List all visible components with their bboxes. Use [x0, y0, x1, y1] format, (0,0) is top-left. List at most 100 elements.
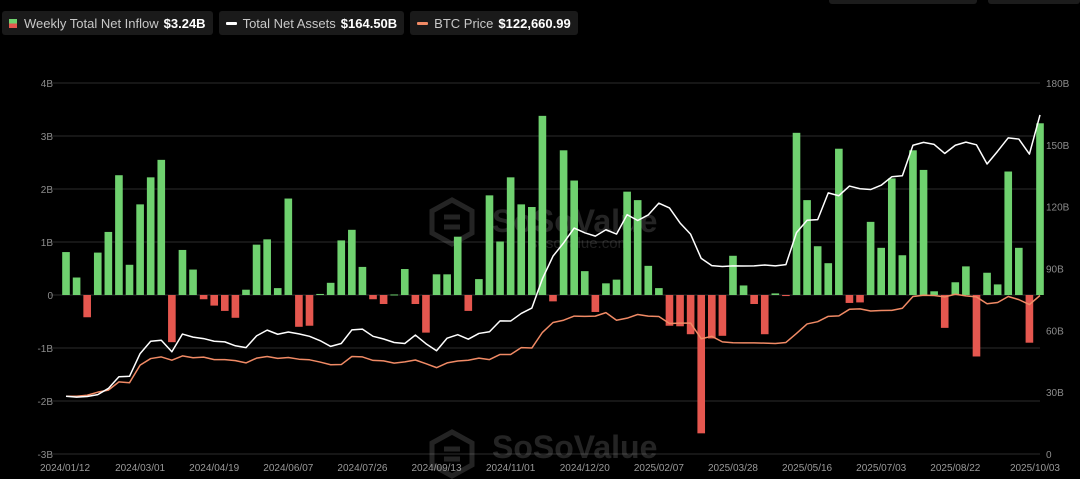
inflow-bar[interactable] — [400, 269, 409, 295]
inflow-bar[interactable] — [771, 293, 780, 295]
inflow-bar[interactable] — [707, 295, 716, 339]
inflow-bar[interactable] — [199, 295, 208, 300]
inflow-bar[interactable] — [887, 178, 896, 295]
top-toolbar-control[interactable] — [829, 0, 977, 4]
inflow-bar[interactable] — [496, 241, 504, 295]
inflow-bar[interactable] — [866, 221, 875, 295]
inflow-bar[interactable] — [115, 175, 123, 295]
inflow-bar[interactable] — [453, 236, 462, 295]
inflow-bar[interactable] — [718, 295, 727, 336]
inflow-bar[interactable] — [782, 295, 790, 297]
inflow-bar[interactable] — [697, 295, 706, 434]
inflow-bar[interactable] — [146, 177, 155, 295]
inflow-bar[interactable] — [369, 295, 377, 300]
inflow-bar[interactable] — [326, 282, 335, 295]
inflow-bar[interactable] — [951, 282, 960, 295]
inflow-bar[interactable] — [612, 279, 621, 295]
inflow-bar[interactable] — [411, 295, 420, 305]
inflow-bar[interactable] — [263, 239, 271, 295]
inflow-bar[interactable] — [993, 284, 1002, 295]
inflow-bar[interactable] — [845, 295, 854, 303]
inflow-bar[interactable] — [983, 272, 991, 295]
inflow-bar[interactable] — [485, 195, 494, 295]
top-toolbar-control[interactable] — [988, 0, 1080, 4]
inflow-bar[interactable] — [125, 264, 134, 295]
inflow-bar[interactable] — [358, 266, 367, 295]
btc-price-line[interactable] — [66, 293, 1041, 398]
inflow-bar[interactable] — [432, 274, 441, 295]
inflow-bar[interactable] — [570, 180, 578, 295]
inflow-bar[interactable] — [760, 295, 769, 335]
inflow-bar[interactable] — [252, 244, 261, 295]
legend-weekly-net-inflow[interactable]: Weekly Total Net Inflow $3.24B — [2, 11, 213, 35]
inflow-bar[interactable] — [528, 207, 536, 295]
inflow-bar[interactable] — [559, 150, 568, 295]
inflow-bar[interactable] — [686, 295, 695, 335]
inflow-bar[interactable] — [803, 200, 811, 295]
inflow-bar[interactable] — [856, 295, 864, 303]
inflow-bar[interactable] — [549, 295, 557, 302]
inflow-bar[interactable] — [1004, 171, 1013, 295]
inflow-bar[interactable] — [538, 115, 547, 295]
inflow-bar[interactable] — [348, 229, 356, 295]
inflow-bar[interactable] — [62, 252, 70, 295]
inflow-bar[interactable] — [506, 177, 515, 295]
inflow-bar[interactable] — [813, 246, 822, 295]
inflow-bar[interactable] — [284, 198, 293, 295]
inflow-bar[interactable] — [72, 277, 81, 295]
inflow-bar[interactable] — [475, 279, 483, 295]
inflow-bar[interactable] — [602, 283, 610, 295]
inflow-bar[interactable] — [157, 159, 166, 295]
inflow-bar[interactable] — [962, 266, 970, 295]
inflow-bar[interactable] — [824, 263, 833, 295]
inflow-bar[interactable] — [580, 271, 589, 295]
total-net-assets-line[interactable] — [65, 114, 1041, 398]
inflow-bar[interactable] — [644, 265, 653, 295]
inflow-bar[interactable] — [909, 150, 917, 295]
inflow-bar[interactable] — [729, 255, 737, 295]
inflow-bar[interactable] — [792, 132, 801, 295]
inflow-bar[interactable] — [930, 291, 938, 295]
inflow-bar[interactable] — [390, 294, 398, 296]
legend-btc-price[interactable]: BTC Price $122,660.99 — [410, 11, 578, 35]
inflow-bar[interactable] — [295, 295, 303, 327]
inflow-bar[interactable] — [178, 249, 187, 295]
inflow-bar[interactable] — [1025, 295, 1034, 343]
legend-total-net-assets[interactable]: Total Net Assets $164.50B — [218, 11, 405, 35]
inflow-bar[interactable] — [443, 274, 451, 295]
inflow-bar[interactable] — [422, 295, 430, 333]
inflow-bar[interactable] — [1015, 247, 1023, 295]
inflow-bar[interactable] — [242, 289, 250, 295]
inflow-bar[interactable] — [210, 295, 219, 306]
inflow-bar[interactable] — [633, 200, 642, 295]
inflow-bar[interactable] — [655, 288, 663, 295]
inflow-bar[interactable] — [739, 285, 748, 295]
inflow-bar[interactable] — [464, 295, 473, 311]
inflow-bar[interactable] — [1036, 123, 1044, 295]
inflow-bar[interactable] — [93, 252, 102, 295]
inflow-bar[interactable] — [337, 240, 346, 295]
inflow-bar[interactable] — [919, 169, 928, 295]
inflow-bar[interactable] — [972, 295, 981, 357]
inflow-bar[interactable] — [940, 295, 949, 328]
inflow-bar[interactable] — [104, 231, 113, 295]
inflow-bar[interactable] — [835, 148, 843, 295]
inflow-bar[interactable] — [379, 295, 388, 305]
inflow-bar[interactable] — [591, 295, 600, 312]
inflow-bar[interactable] — [676, 295, 684, 327]
inflow-bar[interactable] — [273, 288, 282, 295]
inflow-bar[interactable] — [231, 295, 240, 318]
inflow-bar[interactable] — [877, 247, 885, 295]
inflow-bar[interactable] — [189, 269, 197, 295]
inflow-bar[interactable] — [136, 204, 144, 295]
inflow-bar[interactable] — [750, 295, 758, 305]
inflow-bar[interactable] — [305, 295, 314, 326]
inflow-bar[interactable] — [83, 295, 91, 318]
inflow-bar[interactable] — [623, 191, 631, 295]
inflow-bar[interactable] — [898, 255, 907, 295]
inflow-bar[interactable] — [665, 295, 674, 326]
inflow-bar[interactable] — [316, 293, 324, 295]
inflow-bar[interactable] — [517, 204, 526, 295]
inflow-bar[interactable] — [220, 295, 229, 311]
inflow-bar[interactable] — [168, 295, 176, 343]
